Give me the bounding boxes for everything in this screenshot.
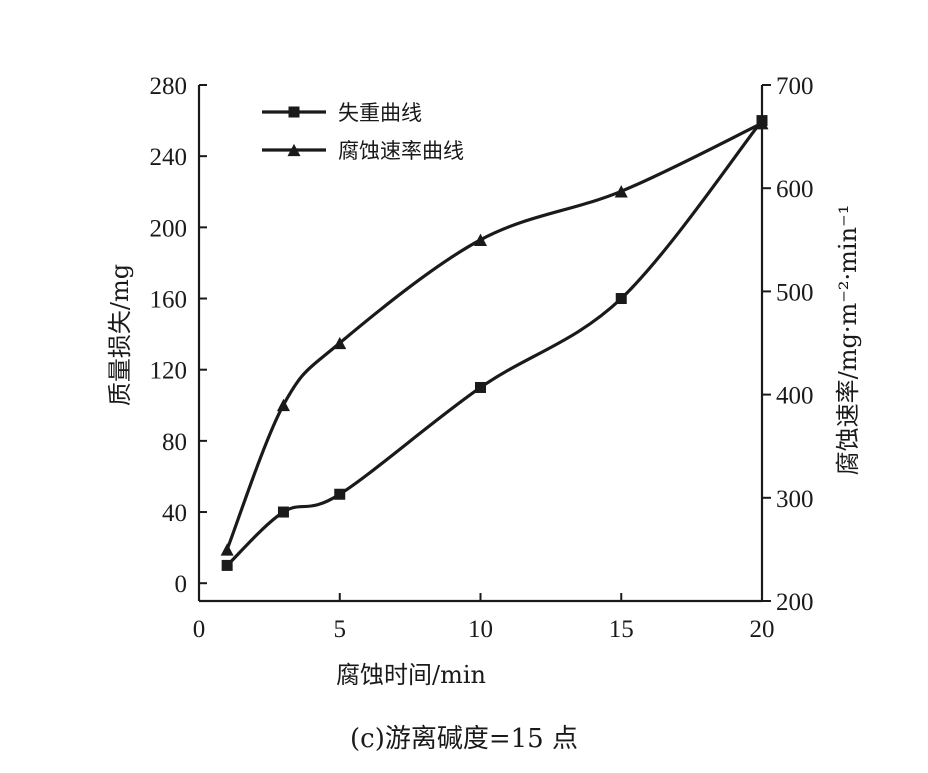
corrosion-rate-curve [225, 121, 764, 551]
legend-label: 失重曲线 [338, 101, 422, 125]
series-curves [225, 118, 764, 568]
legend-label: 腐蚀速率曲线 [338, 139, 464, 163]
x-tick-label: 15 [609, 616, 634, 643]
right-y-tick-label: 700 [776, 73, 814, 100]
x-axis-title: 腐蚀时间/min [336, 661, 486, 689]
left-y-tick-label: 40 [162, 500, 187, 527]
weight-loss-point [221, 559, 233, 571]
right-y-tick-label: 500 [776, 279, 814, 306]
left-y-tick-label: 280 [150, 73, 188, 100]
x-tick-label: 5 [334, 616, 347, 643]
x-axis-ticks: 0 5 10 15 20 [193, 593, 775, 643]
left-y-axis-ticks: 0 40 80 120 160 200 240 280 [150, 73, 207, 598]
x-tick-label: 0 [193, 616, 206, 643]
corrosion-rate-point [333, 336, 347, 350]
weight-loss-point [277, 506, 289, 518]
corrosion-rate-point [474, 233, 487, 246]
corrosion-rate-point [276, 398, 290, 412]
left-y-tick-label: 240 [150, 144, 188, 171]
x-tick-label: 10 [468, 616, 493, 643]
right-y-axis-ticks: 200 300 400 500 600 700 [762, 73, 814, 616]
left-y-tick-label: 120 [150, 358, 188, 385]
left-y-tick-label: 0 [175, 571, 188, 598]
x-tick-label: 20 [750, 616, 775, 643]
legend-square-marker [288, 106, 300, 118]
weight-loss-point [615, 293, 627, 305]
corrosion-rate-point [755, 117, 769, 130]
weight-loss-curve [225, 118, 764, 568]
weight-loss-point [475, 381, 486, 393]
left-y-tick-label: 200 [150, 215, 188, 242]
left-y-axis-title: 质量损失/mg [106, 264, 134, 406]
chart: 0 5 10 15 20 0 40 80 120 160 200 240 280 200 300 400 5… [106, 73, 862, 689]
corrosion-rate-point [614, 185, 628, 198]
series-markers [220, 115, 769, 571]
left-y-tick-label: 160 [150, 287, 188, 314]
right-y-tick-label: 300 [776, 486, 814, 513]
weight-loss-point [334, 488, 346, 500]
plot-frame [197, 85, 764, 603]
corrosion-rate-point [220, 543, 234, 556]
right-y-tick-label: 400 [776, 383, 814, 410]
right-y-tick-label: 600 [776, 176, 814, 203]
legend-triangle-marker [287, 143, 301, 157]
right-y-tick-label: 200 [776, 589, 814, 616]
right-y-axis-title: 腐蚀速率/mg·m⁻²·min⁻¹ [834, 205, 862, 476]
left-y-tick-label: 80 [162, 429, 187, 456]
figure-caption: (c)游离碱度=15 点 [350, 724, 578, 754]
